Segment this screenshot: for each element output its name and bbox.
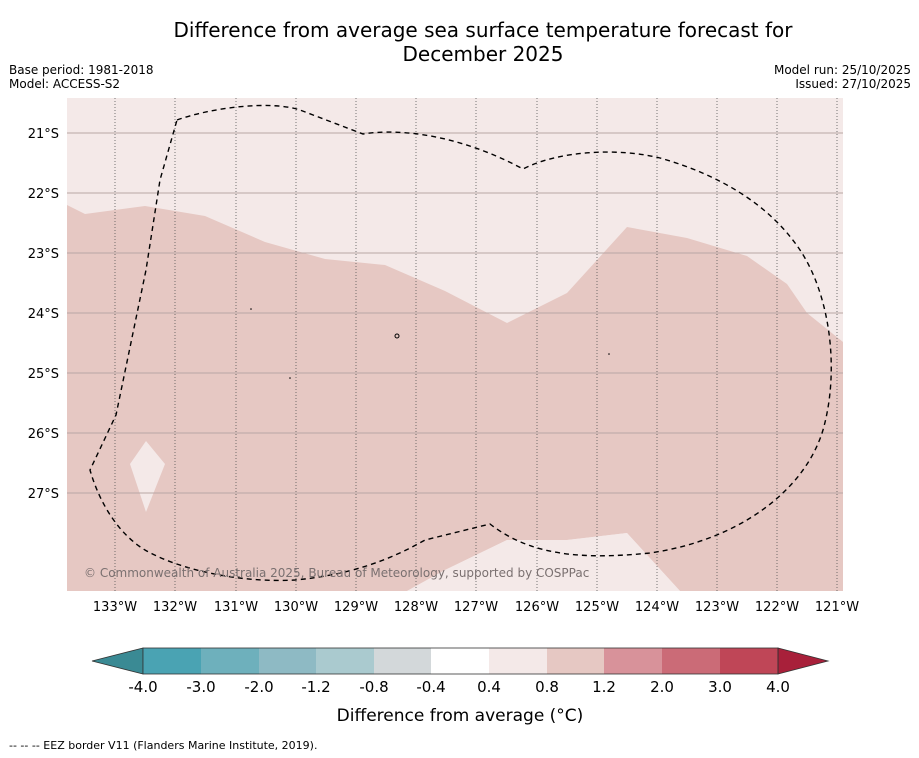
colorbar <box>91 647 830 675</box>
lon-label-129: 129°W <box>334 600 378 615</box>
band-04-08-patch-west <box>130 441 165 512</box>
colorbar-swatch-5 <box>374 648 431 674</box>
colorbar-tick-6: 0.4 <box>477 678 501 696</box>
lat-gridlines <box>67 132 843 494</box>
lon-label-125: 125°W <box>575 600 619 615</box>
colorbar-tick-4: -0.8 <box>359 678 388 696</box>
colorbar-swatch-1 <box>143 648 201 674</box>
colorbar-swatch-4 <box>316 648 374 674</box>
colorbar-tick-5: -0.4 <box>416 678 445 696</box>
colorbar-swatch-6 <box>431 648 489 674</box>
lon-label-127: 127°W <box>454 600 498 615</box>
lon-label-133: 133°W <box>93 600 137 615</box>
lon-label-131: 131°W <box>214 600 258 615</box>
colorbar-swatch-11 <box>720 648 778 674</box>
lon-label-130: 130°W <box>274 600 318 615</box>
lat-label-24: 24°S <box>28 307 59 322</box>
lon-gridlines <box>114 98 838 591</box>
lat-label-22: 22°S <box>28 187 59 202</box>
lat-tick-labels: 21°S 22°S 23°S 24°S 25°S 26°S 27°S <box>28 127 59 502</box>
lon-label-121: 121°W <box>815 600 859 615</box>
map-panel: © Commonwealth of Australia 2025, Bureau… <box>67 98 843 591</box>
meta-right: Model run: 25/10/2025 Issued: 27/10/2025 <box>774 63 911 91</box>
colorbar-extend-high <box>777 647 830 675</box>
colorbar-label: Difference from average (°C) <box>337 706 584 726</box>
colorbar-tick-1: -3.0 <box>186 678 215 696</box>
lat-label-23: 23°S <box>28 247 59 262</box>
lon-tick-labels: 133°W 132°W 131°W 130°W 129°W 128°W 127°… <box>93 600 859 615</box>
colorbar-tick-0: -4.0 <box>128 678 157 696</box>
title-line-2: December 2025 <box>402 42 564 66</box>
eez-footnote: -- -- -- EEZ border V11 (Flanders Marine… <box>9 739 318 752</box>
island-mark-4 <box>608 353 610 355</box>
colorbar-extend-low <box>91 647 144 675</box>
meta-left: Base period: 1981-2018 Model: ACCESS-S2 <box>9 63 154 91</box>
colorbar-frame <box>142 647 779 675</box>
lon-label-132: 132°W <box>153 600 197 615</box>
base-period: Base period: 1981-2018 <box>9 63 154 77</box>
colorbar-tick-7: 0.8 <box>535 678 559 696</box>
colorbar-swatch-9 <box>604 648 662 674</box>
lon-label-126: 126°W <box>515 600 559 615</box>
colorbar-tick-9: 2.0 <box>650 678 674 696</box>
lon-label-128: 128°W <box>394 600 438 615</box>
chart-title: Difference from average sea surface temp… <box>0 18 919 66</box>
colorbar-swatch-8 <box>547 648 604 674</box>
island-mark-2 <box>250 308 252 310</box>
lat-label-25: 25°S <box>28 367 59 382</box>
lat-label-26: 26°S <box>28 427 59 442</box>
colorbar-tick-3: -1.2 <box>301 678 330 696</box>
colorbar-tick-8: 1.2 <box>592 678 616 696</box>
colorbar-tick-labels: -4.0 -3.0 -2.0 -1.2 -0.8 -0.4 0.4 0.8 1.… <box>128 678 790 696</box>
colorbar-tick-2: -2.0 <box>244 678 273 696</box>
colorbar-tick-10: 3.0 <box>708 678 732 696</box>
colorbar-swatch-7 <box>489 648 547 674</box>
colorbar-swatch-10 <box>662 648 720 674</box>
model-run: Model run: 25/10/2025 <box>773 63 911 77</box>
lon-label-124: 124°W <box>635 600 679 615</box>
colorbar-swatch-2 <box>201 648 259 674</box>
island-mark-1 <box>394 333 400 339</box>
band-08-12-region <box>67 205 843 591</box>
issued-date: Issued: 27/10/2025 <box>795 77 911 91</box>
eez-border <box>89 104 832 582</box>
band-04-08-patch-south <box>407 533 680 591</box>
copyright-notice: © Commonwealth of Australia 2025, Bureau… <box>84 566 589 580</box>
lat-label-21: 21°S <box>28 127 59 142</box>
lon-label-123: 123°W <box>695 600 739 615</box>
lon-label-122: 122°W <box>755 600 799 615</box>
island-mark-3 <box>289 377 291 379</box>
lat-label-27: 27°S <box>28 487 59 502</box>
colorbar-tick-11: 4.0 <box>766 678 790 696</box>
title-line-1: Difference from average sea surface temp… <box>173 18 793 42</box>
model-name: Model: ACCESS-S2 <box>9 77 121 91</box>
colorbar-swatch-3 <box>259 648 316 674</box>
